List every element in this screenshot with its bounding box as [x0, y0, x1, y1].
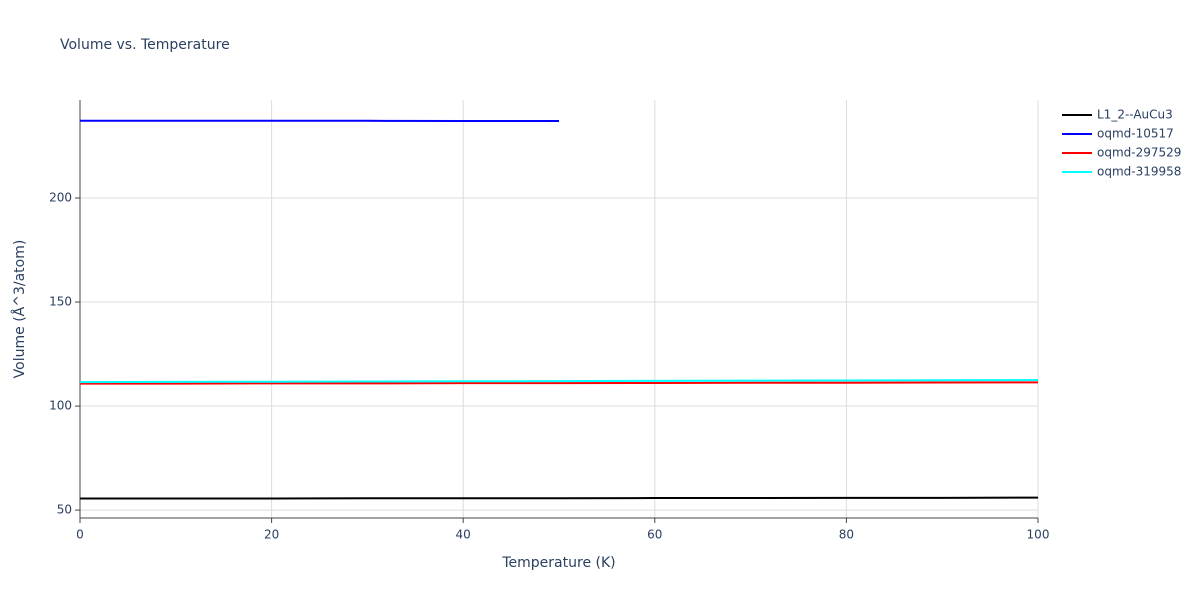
- x-tick-label: 100: [1027, 528, 1050, 542]
- legend-label: oqmd-297529: [1097, 146, 1181, 160]
- x-tick-label: 0: [76, 528, 84, 542]
- series-line: [80, 498, 1038, 499]
- x-tick-label: 80: [839, 528, 854, 542]
- x-tick-label: 20: [264, 528, 279, 542]
- legend-label: L1_2--AuCu3: [1097, 108, 1173, 122]
- y-tick-label: 50: [57, 503, 72, 517]
- y-tick-label: 100: [49, 399, 72, 413]
- x-tick-label: 60: [647, 528, 662, 542]
- y-axis-label: Volume (Å^3/atom): [11, 240, 28, 379]
- y-tick-label: 200: [49, 190, 72, 204]
- legend-label: oqmd-319958: [1097, 165, 1181, 179]
- x-tick-label: 40: [456, 528, 471, 542]
- y-tick-label: 150: [49, 295, 72, 309]
- chart-title: Volume vs. Temperature: [60, 37, 230, 53]
- legend-label: oqmd-10517: [1097, 127, 1174, 141]
- x-axis-label: Temperature (K): [501, 555, 615, 571]
